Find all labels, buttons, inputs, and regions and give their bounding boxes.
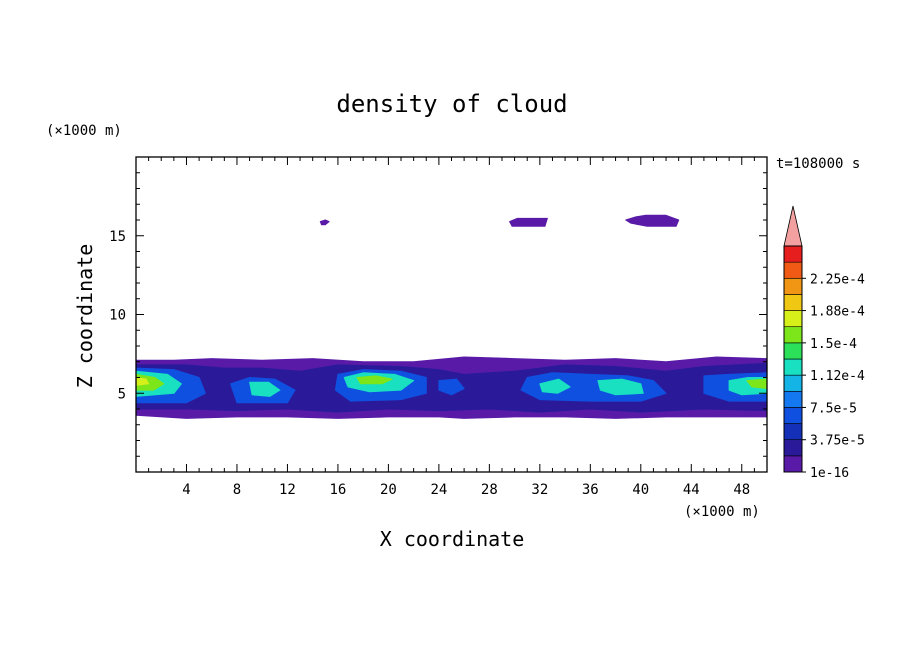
colorbar-swatch <box>783 326 803 344</box>
colorbar-label: 3.75e-5 <box>810 434 865 449</box>
colorbar-label: 1.12e-4 <box>810 369 865 384</box>
x-tick-label: 36 <box>582 482 599 498</box>
colorbar-label: 1.5e-4 <box>810 337 857 352</box>
x-tick-label: 24 <box>430 482 447 498</box>
y-tick-label: 10 <box>109 308 126 324</box>
colorbar-frame <box>783 245 803 473</box>
x-tick-label: 16 <box>329 482 346 498</box>
y-unit-label: (×1000 m) <box>46 123 122 139</box>
cloud-contours <box>136 214 767 419</box>
colorbar-swatch <box>783 294 803 311</box>
x-tick-label: 28 <box>481 482 498 498</box>
colorbar-swatch <box>783 342 803 360</box>
cloud-region-8 <box>438 378 465 396</box>
y-tick-label: 5 <box>118 386 126 402</box>
x-unit-label: (×1000 m) <box>684 504 760 520</box>
colorbar-label: 2.25e-4 <box>810 272 865 287</box>
x-tick-label: 32 <box>531 482 548 498</box>
colorbar-swatch <box>783 310 803 328</box>
colorbar-extend-arrow <box>783 205 803 247</box>
y-tick-label: 15 <box>109 229 126 245</box>
cloud-region-3 <box>625 214 680 227</box>
x-tick-label: 4 <box>182 482 190 498</box>
cloud-region-18 <box>356 375 393 385</box>
x-tick-label: 44 <box>683 482 700 498</box>
cloud-region-14 <box>539 378 571 394</box>
colorbar-label: 1e-16 <box>810 466 849 481</box>
x-tick-label: 8 <box>233 482 241 498</box>
x-tick-label: 12 <box>279 482 296 498</box>
colorbar-swatch <box>783 261 803 279</box>
cloud-region-19 <box>746 378 767 389</box>
cloud-region-15 <box>597 378 644 396</box>
cloud-region-1 <box>319 219 330 226</box>
colorbar-label: 1.88e-4 <box>810 305 865 320</box>
time-label: t=108000 s <box>776 156 860 172</box>
x-axis-label: X coordinate <box>380 527 525 551</box>
chart-title: density of cloud <box>336 90 567 118</box>
plot-frame <box>135 156 768 473</box>
colorbar-swatch <box>783 390 803 408</box>
colorbar-swatch <box>783 423 803 441</box>
cloud-region-2 <box>509 217 548 227</box>
x-tick-label: 20 <box>380 482 397 498</box>
x-tick-label: 48 <box>733 482 750 498</box>
colorbar-swatch <box>783 277 803 295</box>
cloud-region-20 <box>136 377 150 386</box>
colorbar-swatch <box>783 407 803 424</box>
cloud-region-12 <box>249 381 281 397</box>
colorbar-swatch <box>783 374 803 392</box>
colorbar-swatch <box>783 245 803 263</box>
y-axis-label: Z coordinate <box>73 244 97 389</box>
colorbar-label: 7.5e-5 <box>810 401 857 416</box>
colorbar-swatch <box>783 455 803 473</box>
x-tick-label: 40 <box>632 482 649 498</box>
colorbar-swatch <box>783 439 803 457</box>
colorbar: 1e-16 3.75e-5 7.5e-5 1.12e-4 1.5e-4 1.88e-4 2.… <box>783 205 865 481</box>
colorbar-swatch <box>783 358 803 376</box>
